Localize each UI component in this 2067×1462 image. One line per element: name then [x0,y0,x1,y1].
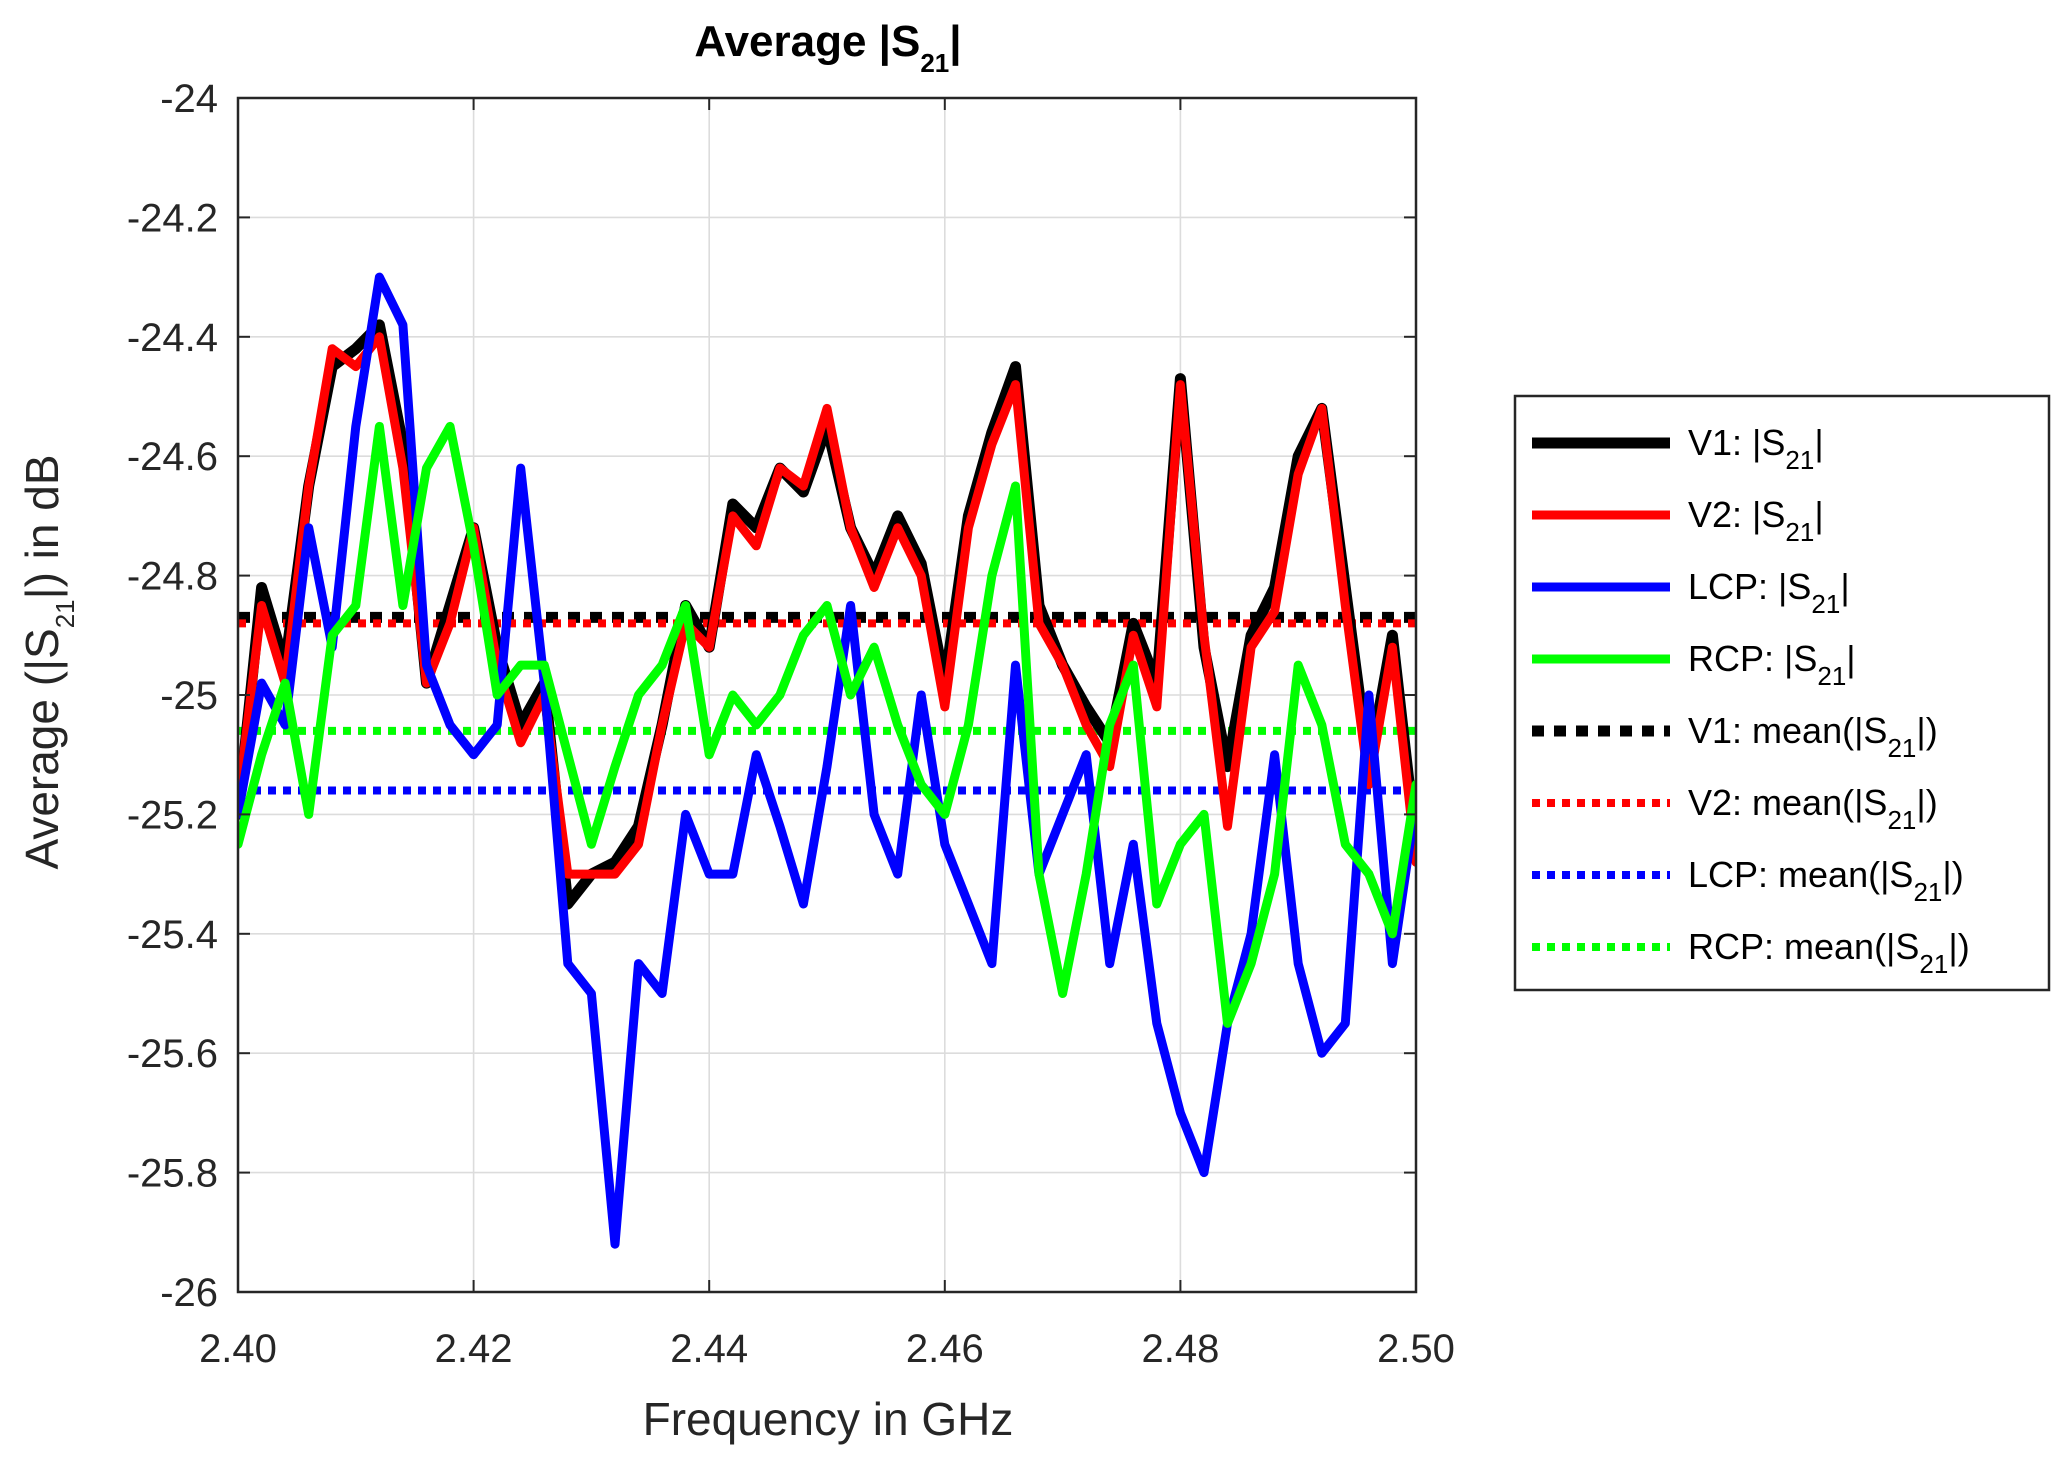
legend-label: V1: |S21| [1688,422,1824,475]
y-tick-label: -25.4 [127,913,218,957]
y-tick-label: -25.2 [127,793,218,837]
y-tick-label: -24.2 [127,196,218,240]
y-axis-label-subscript: 21 [50,599,80,628]
legend-entries: V1: |S21| V2: |S21| LCP: |S21| RCP: |S21| V1… [1532,422,1970,979]
x-axis-label: Frequency in GHz [643,1393,1014,1445]
y-tick-labels: -24 -24.2 -24.4 -24.6 -24.8 -25 -25.2 -25.4 -25.… [127,77,218,1315]
legend: V1: |S21| V2: |S21| LCP: |S21| RCP: |S21| V1… [1513,394,2051,992]
x-tick-label: 2.42 [435,1327,513,1371]
series-line-2 [238,272,1416,1249]
x-tick-label: 2.48 [1141,1327,1219,1371]
y-axis-label-main: Average (|S [16,628,68,869]
y-tick-label: -24 [160,77,218,121]
legend-label: V1: mean(|S21|) [1688,710,1938,763]
y-tick-label: -25.6 [127,1032,218,1076]
plot-area [238,272,1416,1249]
chart-title-subscript: 21 [920,48,949,78]
y-tick-label: -24.6 [127,435,218,479]
x-tick-label: 2.50 [1377,1327,1455,1371]
legend-label: LCP: mean(|S21|) [1688,854,1964,907]
legend-box [1513,394,2051,992]
y-tick-label: -26 [160,1271,218,1315]
y-tick-label: -24.4 [127,316,218,360]
legend-label: LCP: |S21| [1688,566,1850,619]
x-tick-label: 2.40 [199,1327,277,1371]
x-tick-label: 2.46 [906,1327,984,1371]
chart-title-main: Average |S [694,17,920,67]
x-tick-labels: 2.40 2.42 2.44 2.46 2.48 2.50 [199,1327,1455,1371]
y-tick-label: -24.8 [127,555,218,599]
legend-label: V2: mean(|S21|) [1688,782,1938,835]
y-tick-label: -25 [160,674,218,718]
y-axis-label-end: |) in dB [16,454,68,599]
chart-title-end: | [949,17,961,67]
series-line-3 [238,421,1416,1028]
y-axis-label: Average (|S21|) in dB [16,454,80,869]
legend-label: RCP: |S21| [1688,638,1856,691]
y-tick-label: -25.8 [127,1152,218,1196]
legend-label: RCP: mean(|S21|) [1688,926,1970,979]
legend-label: V2: |S21| [1688,494,1824,547]
data-lines [238,272,1416,1249]
axis-ticks [237,97,1417,1293]
x-tick-label: 2.44 [670,1327,748,1371]
series-line-1 [238,332,1416,879]
chart-title: Average |S21| [694,17,961,78]
